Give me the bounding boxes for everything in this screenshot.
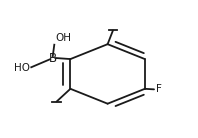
Text: HO: HO: [14, 63, 30, 73]
Text: OH: OH: [55, 33, 71, 43]
Text: F: F: [156, 84, 162, 94]
Text: B: B: [49, 51, 57, 64]
